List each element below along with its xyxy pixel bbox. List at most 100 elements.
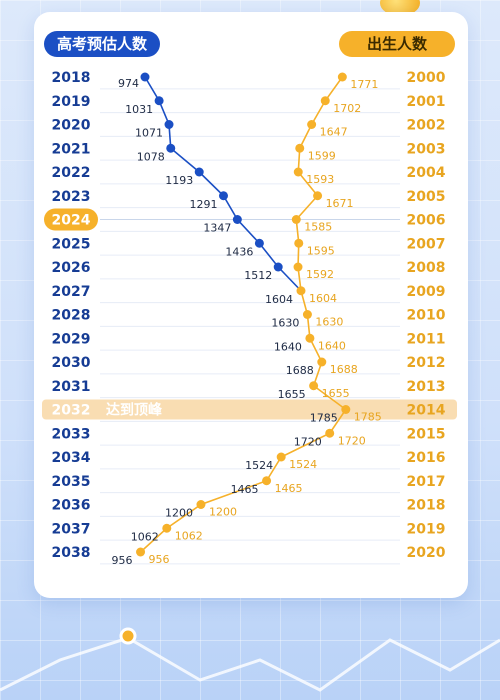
exam-point <box>254 238 264 248</box>
birth-year-label: 2015 <box>407 426 446 442</box>
exam-year-label: 2028 <box>52 308 91 324</box>
exam-year-label: 2037 <box>52 521 91 537</box>
birth-value-label: 1592 <box>306 268 334 281</box>
birth-point <box>320 96 330 106</box>
birth-year-label: 2017 <box>407 474 446 490</box>
exam-point <box>164 120 174 129</box>
exam-legend-pill: 高考预估人数 <box>44 31 160 57</box>
bottom-decoration-dot <box>119 627 137 645</box>
birth-value-label: 1593 <box>306 173 334 186</box>
exam-year-label: 2024 <box>52 213 91 229</box>
birth-value-label: 1785 <box>354 411 382 424</box>
birth-point <box>325 428 335 438</box>
exam-year-label: 2021 <box>52 141 91 157</box>
birth-year-label: 2010 <box>407 308 446 324</box>
peak-label: 达到顶峰 <box>106 402 163 419</box>
exam-value-label: 1655 <box>278 388 306 401</box>
birth-value-label: 1585 <box>304 221 332 234</box>
birth-value-label: 1200 <box>209 506 237 519</box>
peak-row-band <box>42 399 457 420</box>
birth-point <box>305 333 315 343</box>
birth-value-label: 1720 <box>338 434 366 447</box>
birth-value-label: 1524 <box>289 458 317 471</box>
exam-point <box>194 167 204 177</box>
birth-year-label: 2011 <box>407 331 446 347</box>
exam-year-label: 2025 <box>52 236 91 252</box>
birth-value-label: 1640 <box>318 339 346 352</box>
exam-year-label: 2035 <box>52 474 91 490</box>
birth-value-label: 1688 <box>330 363 358 376</box>
birth-point <box>309 381 319 391</box>
birth-point <box>317 357 327 367</box>
birth-value-label: 1655 <box>322 387 350 400</box>
birth-point <box>136 547 146 557</box>
birth-point <box>294 238 304 248</box>
exam-value-label: 1630 <box>271 317 299 330</box>
birth-value-label: 1062 <box>175 529 203 542</box>
exam-year-label: 2033 <box>52 426 91 442</box>
exam-year-label: 2019 <box>52 94 91 110</box>
birth-value-label: 1647 <box>320 126 348 139</box>
birth-point <box>196 500 206 509</box>
exam-year-label: 2026 <box>52 260 91 276</box>
birth-value-label: 956 <box>149 553 170 566</box>
birth-point <box>293 167 303 177</box>
exam-value-label: 1465 <box>231 483 259 496</box>
exam-value-label: 1193 <box>165 174 193 187</box>
birth-year-label: 2001 <box>407 94 446 110</box>
exam-point <box>140 72 150 82</box>
exam-point <box>218 191 228 201</box>
birth-year-label: 2018 <box>407 498 446 514</box>
birth-point <box>296 286 306 296</box>
exam-year-label: 2030 <box>52 355 91 371</box>
exam-value-label: 1031 <box>125 103 153 116</box>
exam-point <box>166 143 176 153</box>
exam-year-label: 2036 <box>52 498 91 514</box>
highlight-year-pill <box>44 208 98 231</box>
bottom-decoration-line <box>0 636 500 692</box>
birth-year-label: 2016 <box>407 450 446 466</box>
exam-year-label: 2018 <box>52 70 91 86</box>
exam-point <box>273 262 283 272</box>
birth-value-label: 1771 <box>350 78 378 91</box>
birth-value-label: 1465 <box>275 482 303 495</box>
exam-value-label: 1512 <box>244 269 272 282</box>
birth-value-label: 1671 <box>326 197 354 210</box>
exam-value-label: 1524 <box>245 459 273 472</box>
exam-value-label: 1200 <box>165 507 193 520</box>
exam-value-label: 1078 <box>137 150 165 163</box>
exam-point <box>154 96 164 106</box>
exam-value-label: 1688 <box>286 364 314 377</box>
birth-year-label: 2006 <box>407 213 446 229</box>
birth-point <box>262 476 272 486</box>
birth-value-label: 1630 <box>315 316 343 329</box>
chart-card <box>34 12 468 598</box>
exam-year-label: 2022 <box>52 165 91 181</box>
birth-point <box>162 523 172 533</box>
exam-value-label: 956 <box>112 554 133 567</box>
birth-year-label: 2000 <box>407 70 446 86</box>
exam-value-label: 1436 <box>225 245 253 258</box>
birth-legend-pill: 出生人数 <box>339 31 455 57</box>
birth-year-label: 2019 <box>407 521 446 537</box>
birth-year-label: 2007 <box>407 236 446 252</box>
birth-value-label: 1595 <box>307 244 335 257</box>
birth-point <box>293 262 303 272</box>
exam-year-label: 2034 <box>52 450 91 466</box>
exam-year-label: 2023 <box>52 189 91 205</box>
exam-value-label: 1062 <box>131 530 159 543</box>
birth-year-label: 2009 <box>407 284 446 300</box>
birth-value-label: 1702 <box>333 102 361 115</box>
birth-point <box>302 310 312 319</box>
birth-value-label: 1604 <box>309 292 337 305</box>
exam-value-label: 1347 <box>203 222 231 235</box>
birth-point <box>295 143 305 153</box>
exam-value-label: 1640 <box>274 340 302 353</box>
exam-value-label: 1785 <box>310 412 338 425</box>
birth-point <box>307 120 317 129</box>
birth-year-label: 2002 <box>407 118 446 134</box>
birth-year-label: 2020 <box>407 545 446 561</box>
exam-year-label: 2032 <box>52 403 91 419</box>
birth-year-label: 2008 <box>407 260 446 276</box>
